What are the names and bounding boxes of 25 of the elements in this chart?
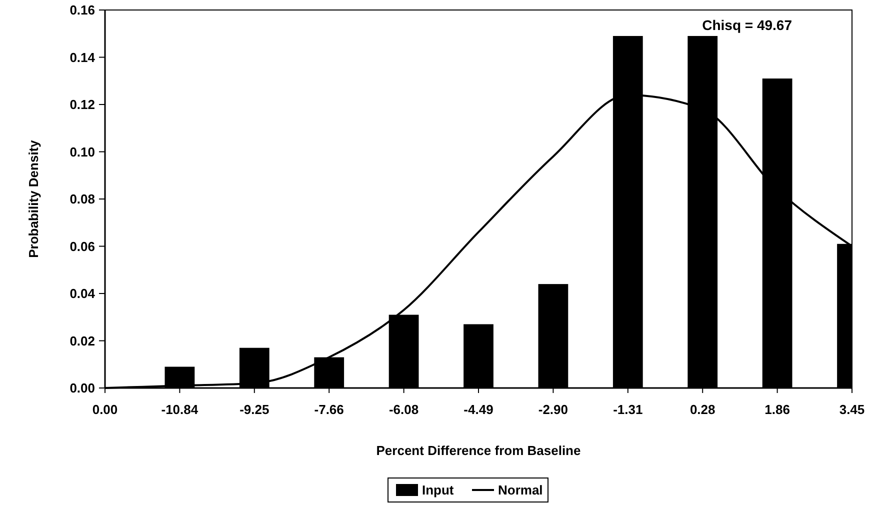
y-tick-label: 0.12 bbox=[70, 97, 95, 112]
x-tick-label: -7.66 bbox=[314, 402, 344, 417]
y-axis-title: Probability Density bbox=[26, 139, 41, 258]
x-tick-label: -2.90 bbox=[538, 402, 568, 417]
legend-label: Normal bbox=[498, 482, 543, 498]
y-tick-label: 0.08 bbox=[70, 192, 95, 207]
x-tick-label: 0.28 bbox=[690, 402, 716, 417]
legend-label: Input bbox=[422, 482, 454, 498]
y-tick-label: 0.16 bbox=[70, 2, 95, 18]
y-tick-label: 0.14 bbox=[70, 50, 96, 65]
y-tick-label: 0.04 bbox=[70, 286, 96, 302]
x-tick-label: -9.25 bbox=[240, 402, 270, 417]
x-tick-label: -6.08 bbox=[388, 402, 419, 417]
x-tick-label: -4.49 bbox=[464, 402, 494, 417]
y-tick-label: 0.02 bbox=[70, 333, 95, 348]
annotation: Chisq = 49.67 bbox=[702, 17, 792, 33]
y-tick-label: 0.06 bbox=[70, 238, 95, 254]
x-tick-label: 0.00 bbox=[92, 402, 118, 417]
y-tick-label: 0.10 bbox=[70, 144, 95, 160]
x-tick-label: -10.84 bbox=[161, 402, 199, 417]
x-tick-label: 1.86 bbox=[764, 402, 790, 417]
x-tick-label: -1.31 bbox=[613, 402, 643, 417]
x-axis-title: Percent Difference from Baseline bbox=[376, 443, 581, 458]
x-tick-label: 3.45 bbox=[839, 402, 865, 417]
y-tick-label: 0.00 bbox=[70, 380, 95, 396]
